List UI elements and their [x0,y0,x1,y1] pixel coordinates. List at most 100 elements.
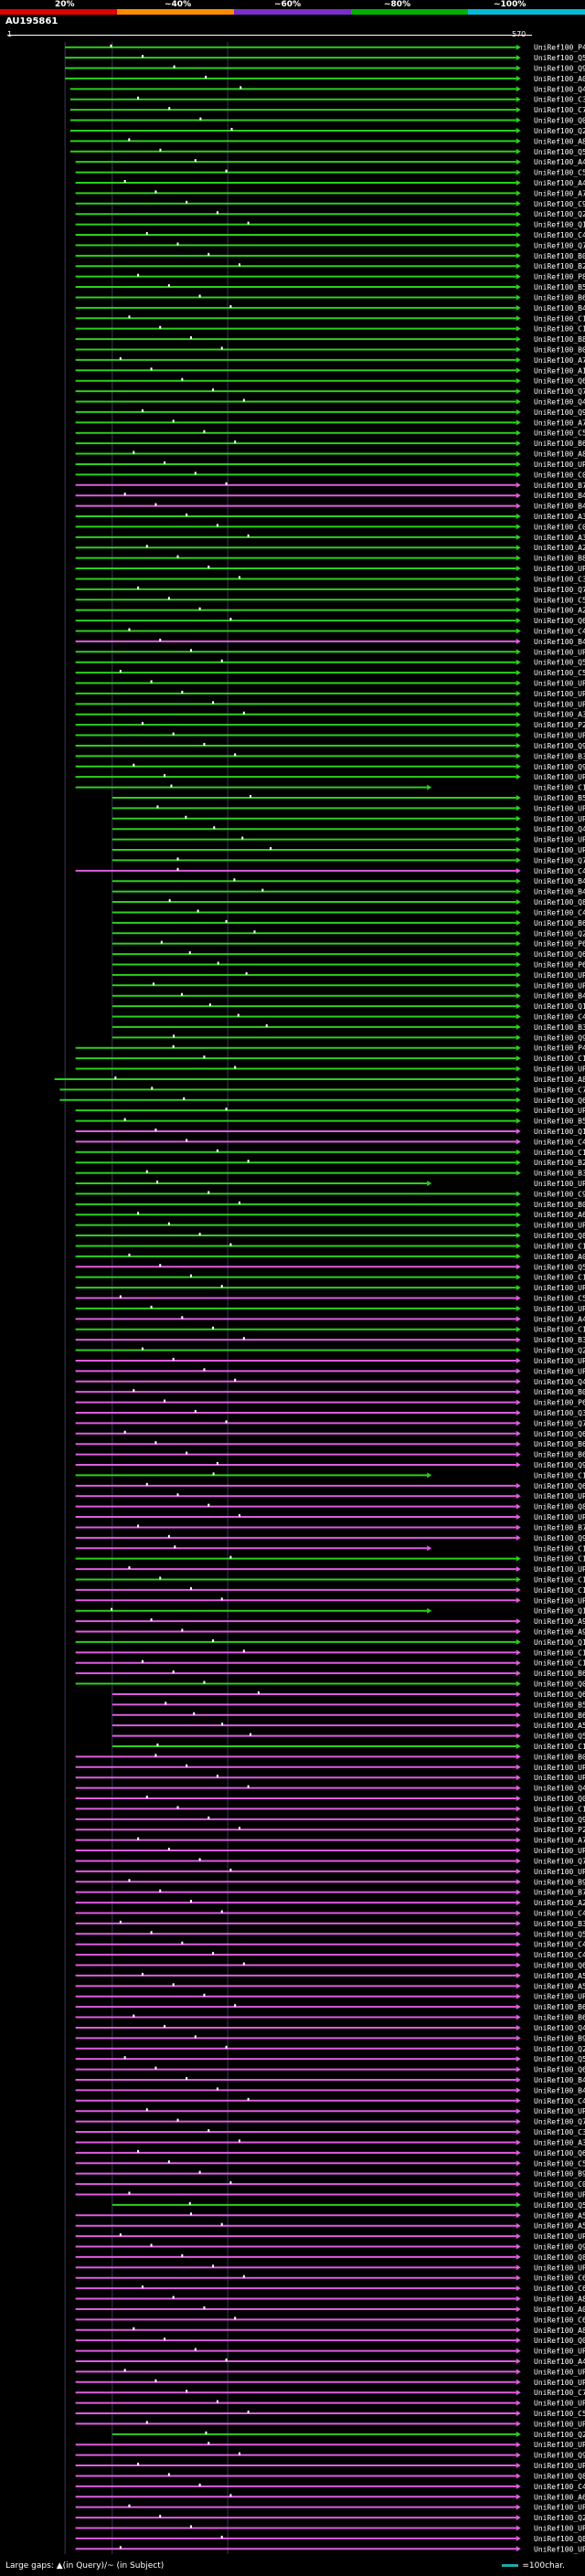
hit-label[interactable]: UniRef100_C9S8J4 [534,200,585,208]
hit-label[interactable]: UniRef100_Q16EV8 [534,1128,585,1136]
hit-label[interactable]: UniRef100_UP1000... [534,2263,585,2272]
hit-label[interactable]: UniRef100_C1BM18 [534,1659,585,1668]
hit-label[interactable]: UniRef100_B6K075 [534,1440,585,1448]
hit-label[interactable]: UniRef100_A3FMN1 [534,534,585,542]
hit-label[interactable]: UniRef100_C1BUL6 [534,1575,585,1584]
hit-label[interactable]: UniRef100_B6UGU6 [534,1451,585,1459]
hit-label[interactable]: UniRef100_Q6FL51 [534,617,585,625]
hit-label[interactable]: UniRef100_Q7K107 [534,241,585,249]
hit-label[interactable]: UniRef100_B6TXB4 [534,1712,585,1720]
hit-label[interactable]: UniRef100_B6U4M5 [534,2003,585,2011]
hit-label[interactable]: UniRef100_Q0VV74 [534,117,585,125]
hit-label[interactable]: UniRef100_Q7PQDS [534,2118,585,2126]
hit-label[interactable]: UniRef100_C9W410 [534,1190,585,1198]
hit-label[interactable]: UniRef100_B5DZB3 [534,794,585,802]
hit-label[interactable]: UniRef100_Q498E1 [534,1785,585,1793]
hit-label[interactable]: UniRef100_B4G7Q6 [534,2076,585,2084]
hit-label[interactable]: UniRef100_Q9Y6B4 [534,1534,585,1542]
hit-label[interactable]: UniRef100_Q9W4W7 [534,742,585,750]
hit-label[interactable]: UniRef100_A7RMQ1 [534,1837,585,1845]
hit-label[interactable]: UniRef100_Q7T2F7 [534,1419,585,1427]
hit-label[interactable]: UniRef100_A2FUU1 [534,544,585,552]
hit-label[interactable]: UniRef100_C4Y977 [534,908,585,917]
hit-label[interactable]: UniRef100_A8X8U9 [534,2295,585,2304]
hit-label[interactable]: UniRef100_A5E322 [534,1982,585,1990]
hit-label[interactable]: UniRef100_B5W4M1 [534,1118,585,1126]
hit-label[interactable]: UniRef100_B6QYC3 [534,440,585,448]
hit-label[interactable]: UniRef100_B2B7T9 [534,262,585,270]
hit-label[interactable]: UniRef100_A0A942 [534,75,585,83]
hit-label[interactable]: UniRef100_UP1000... [534,2524,585,2532]
hit-label[interactable]: UniRef100_Q04Z37 [534,2337,585,2345]
hit-label[interactable]: UniRef100_C4N192 [534,867,585,875]
hit-label[interactable]: UniRef100_Q3SY36 [534,1409,585,1417]
hit-label[interactable]: UniRef100_Q01VX9 [534,1795,585,1803]
hit-label[interactable]: UniRef100_Q5RFF3 [534,54,585,62]
hit-label[interactable]: UniRef100_A8P7B9 [534,137,585,145]
hit-label[interactable]: UniRef100_UP1000... [534,700,585,708]
hit-label[interactable]: UniRef100_UP1000... [534,971,585,980]
hit-label[interactable]: UniRef100_Q95087 [534,65,585,73]
hit-label[interactable]: UniRef100_P63098 [534,960,585,969]
hit-label[interactable]: UniRef100_P42322 [534,44,585,52]
hit-label[interactable]: UniRef100_B9S6M2 [534,2034,585,2042]
hit-label[interactable]: UniRef100_Q6C8I1 [534,1691,585,1699]
hit-label[interactable]: UniRef100_B8MSN3 [534,555,585,563]
hit-label[interactable]: UniRef100_C5DF16 [534,596,585,604]
hit-label[interactable]: UniRef100_C4WVG3 [534,627,585,635]
hit-label[interactable]: UniRef100_P61022 [534,1399,585,1407]
hit-label[interactable]: UniRef100_C3ZIT6 [534,96,585,104]
hit-label[interactable]: UniRef100_UP1000... [534,461,585,469]
hit-label[interactable]: UniRef100_UP1000... [534,1764,585,1772]
hit-label[interactable]: UniRef100_C1C164 [534,1555,585,1564]
hit-label[interactable]: UniRef100_C0VXU9 [534,523,585,531]
hit-label[interactable]: UniRef100_Q6CEB1 [534,1962,585,1970]
hit-label[interactable]: UniRef100_C1BSF5 [534,1586,585,1595]
hit-label[interactable]: UniRef100_A3LQL8 [534,2138,585,2147]
hit-label[interactable]: UniRef100_Q63810-2 [534,950,585,959]
hit-label[interactable]: UniRef100_Q7T063 [534,856,585,864]
hit-label[interactable]: UniRef100_Q7R7B7 [534,586,585,594]
hit-label[interactable]: UniRef100_UP1000... [534,2545,585,2553]
hit-label[interactable]: UniRef100_A6QTJ9 [534,1211,585,1219]
hit-label[interactable]: UniRef100_C6SYB1 [534,2316,585,2324]
hit-label[interactable]: UniRef100_A5B7W0 [534,1722,585,1730]
hit-label[interactable]: UniRef100_C3ZD32 [534,2128,585,2136]
hit-label[interactable]: UniRef100_C1EF28 [534,1242,585,1250]
hit-label[interactable]: UniRef100_B0EST3 [534,1753,585,1761]
hit-label[interactable]: UniRef100_B3GV00 [534,1023,585,1032]
hit-label[interactable]: UniRef100_C0S5Y1 [534,2180,585,2189]
hit-label[interactable]: UniRef100_Q2GS69 [534,127,585,135]
hit-label[interactable]: UniRef100_Q4QC21 [534,398,585,407]
hit-label[interactable]: UniRef100_A5DFU6 [534,2211,585,2220]
hit-label[interactable]: UniRef100_A2YVM9 [534,1899,585,1907]
hit-label[interactable]: UniRef100_B3RJK3 [534,1170,585,1178]
hit-label[interactable]: UniRef100_Q9HDE1 [534,763,585,771]
hit-label[interactable]: UniRef100_UP1000... [534,1868,585,1876]
hit-label[interactable]: UniRef100_C3Y0K9 [534,575,585,583]
hit-label[interactable]: UniRef100_A7TMA6 [534,356,585,365]
hit-label[interactable]: UniRef100_A9V5E2 [534,1617,585,1626]
hit-label[interactable]: UniRef100_UP1000... [534,804,585,812]
hit-label[interactable]: UniRef100_A5DDQ1 [534,2222,585,2231]
hit-label[interactable]: UniRef100_A4S4P5 [534,1315,585,1323]
hit-label[interactable]: UniRef100_A5K3P1 [534,1972,585,1980]
hit-label[interactable]: UniRef100_UP1000... [534,836,585,844]
hit-label[interactable]: UniRef100_UP1000... [534,1596,585,1605]
hit-label[interactable]: UniRef100_UP1000... [534,680,585,688]
hit-label[interactable]: UniRef100_Q5NKQ2 [534,1930,585,1938]
hit-label[interactable]: UniRef100_UP1000... [534,732,585,740]
hit-label[interactable]: UniRef100_C7YTX9 [534,106,585,114]
hit-label[interactable]: UniRef100_A9TDV6 [534,1628,585,1637]
hit-label[interactable]: UniRef100_Q8K3V0 [534,2472,585,2480]
hit-label[interactable]: UniRef100_P25296 [534,721,585,729]
hit-label[interactable]: UniRef100_C5L9R9 [534,2410,585,2418]
hit-label[interactable]: UniRef100_Q6CGE6 [534,1482,585,1490]
hit-label[interactable]: UniRef100_UP1000... [534,2232,585,2241]
hit-label[interactable]: UniRef100_A3FMN1 [534,711,585,719]
hit-label[interactable]: UniRef100_B3SCR0 [534,1336,585,1344]
hit-label[interactable]: UniRef100_Q5U9B8 [534,659,585,667]
hit-label[interactable]: UniRef100_UP1000... [534,846,585,854]
hit-label[interactable]: UniRef100_B4Q372 [534,992,585,1001]
hit-label[interactable]: UniRef100_Q8IUQ0 [534,2535,585,2543]
